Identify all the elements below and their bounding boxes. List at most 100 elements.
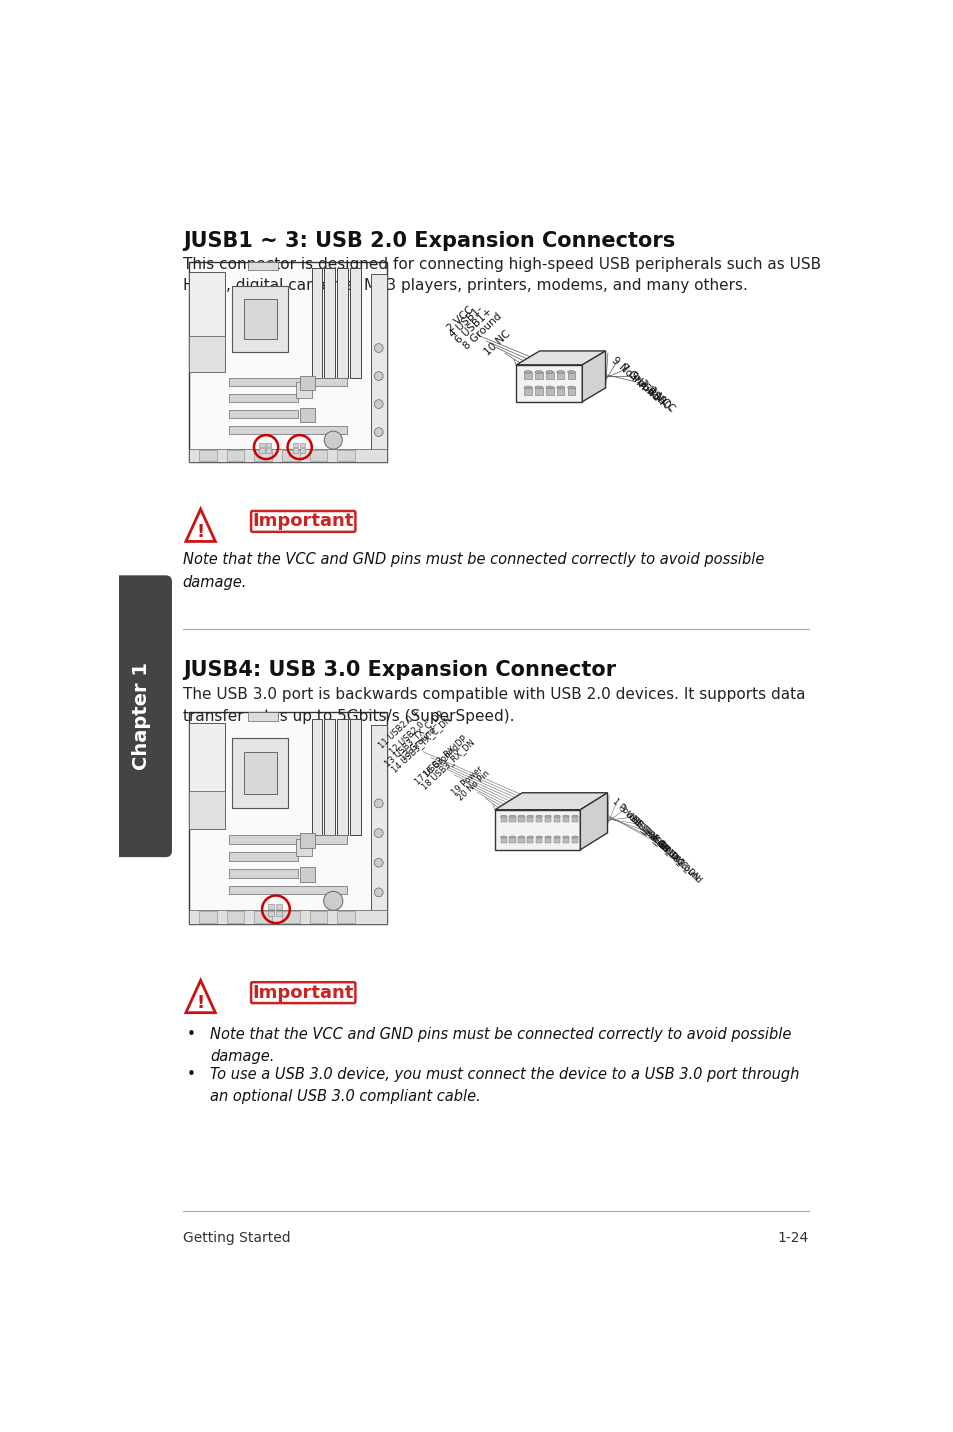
Text: 19 Power: 19 Power <box>449 765 484 798</box>
Bar <box>299 448 304 453</box>
Bar <box>299 866 315 882</box>
Bar <box>562 838 569 843</box>
Bar <box>281 450 299 461</box>
Bar <box>571 816 578 822</box>
Ellipse shape <box>509 836 516 838</box>
Ellipse shape <box>535 371 542 374</box>
Text: 1-24: 1-24 <box>777 1230 808 1244</box>
Text: This connector is designed for connecting high-speed USB peripherals such as USB: This connector is designed for connectin… <box>183 256 821 294</box>
Text: 5 Ground: 5 Ground <box>633 819 668 852</box>
Text: 3 USB0-: 3 USB0- <box>637 378 674 414</box>
Bar <box>567 388 575 395</box>
Polygon shape <box>186 981 215 1012</box>
Bar <box>517 838 524 843</box>
Bar <box>336 450 355 461</box>
Bar <box>544 838 551 843</box>
Bar <box>268 905 274 909</box>
Ellipse shape <box>567 371 575 374</box>
Circle shape <box>374 888 383 896</box>
Text: 13 USB3_TX_C_DP: 13 USB3_TX_C_DP <box>383 709 445 769</box>
Circle shape <box>374 400 383 408</box>
Bar <box>253 911 272 924</box>
Bar <box>189 337 224 372</box>
Bar <box>275 911 281 915</box>
Bar <box>198 450 216 461</box>
Bar <box>229 835 347 843</box>
Text: !: ! <box>196 523 205 541</box>
Polygon shape <box>516 351 605 365</box>
Text: The USB 3.0 port is backwards compatible with USB 2.0 devices. It supports data
: The USB 3.0 port is backwards compatible… <box>183 687 804 723</box>
Ellipse shape <box>544 836 551 838</box>
Ellipse shape <box>527 815 533 818</box>
Text: 10 Ground: 10 Ground <box>664 848 702 885</box>
Bar <box>545 372 553 379</box>
Bar <box>309 911 327 924</box>
Polygon shape <box>579 793 607 849</box>
Bar <box>554 838 559 843</box>
Bar <box>243 299 276 339</box>
Text: Note that the VCC and GND pins must be connected correctly to avoid possible
dam: Note that the VCC and GND pins must be c… <box>210 1027 790 1064</box>
Bar <box>233 737 288 808</box>
Bar <box>275 905 281 909</box>
Bar <box>189 262 386 463</box>
Bar <box>295 382 312 398</box>
Text: 14 USB3_TX_C_DN: 14 USB3_TX_C_DN <box>390 715 453 775</box>
Bar <box>266 442 271 447</box>
Polygon shape <box>516 365 581 402</box>
Bar <box>253 450 272 461</box>
Bar <box>523 388 532 395</box>
Bar <box>229 410 297 418</box>
Text: 7 Ground: 7 Ground <box>618 362 660 402</box>
Text: 12 USB2.0 -: 12 USB2.0 - <box>388 716 430 756</box>
Polygon shape <box>495 793 607 809</box>
Text: To use a USB 3.0 device, you must connect the device to a USB 3.0 port through
a: To use a USB 3.0 device, you must connec… <box>210 1067 799 1104</box>
Bar <box>312 268 322 378</box>
Bar <box>562 816 569 822</box>
Text: Important: Important <box>253 513 354 530</box>
Bar <box>229 852 297 861</box>
Bar <box>299 833 315 848</box>
Bar <box>536 838 542 843</box>
Ellipse shape <box>535 387 542 390</box>
Text: JUSB1 ~ 3: USB 2.0 Expansion Connectors: JUSB1 ~ 3: USB 2.0 Expansion Connectors <box>183 231 675 251</box>
Text: 5 USB0+: 5 USB0+ <box>627 371 668 410</box>
Bar <box>189 450 386 463</box>
Ellipse shape <box>523 371 532 374</box>
Bar <box>189 790 224 829</box>
Bar <box>557 372 564 379</box>
Bar <box>567 372 575 379</box>
Bar <box>500 816 506 822</box>
Circle shape <box>374 372 383 381</box>
Text: •: • <box>187 1027 195 1041</box>
Bar <box>371 725 386 911</box>
Bar <box>293 442 297 447</box>
Text: 16 Ground: 16 Ground <box>422 743 460 780</box>
Bar <box>248 712 277 720</box>
Text: Getting Started: Getting Started <box>183 1230 290 1244</box>
Text: 1 VCC: 1 VCC <box>646 385 676 414</box>
Bar <box>226 911 244 924</box>
Bar <box>259 442 264 447</box>
Bar <box>281 911 299 924</box>
Bar <box>226 450 244 461</box>
Bar <box>350 268 360 378</box>
Bar <box>198 911 216 924</box>
Bar <box>527 816 533 822</box>
Text: JUSB4: USB 3.0 Expansion Connector: JUSB4: USB 3.0 Expansion Connector <box>183 660 616 680</box>
Circle shape <box>374 829 383 838</box>
Bar <box>324 719 335 835</box>
Text: 9 No Pin: 9 No Pin <box>609 355 647 391</box>
Bar <box>336 719 348 835</box>
Polygon shape <box>581 351 605 402</box>
Text: 6 USB1+: 6 USB1+ <box>453 306 494 345</box>
Bar <box>229 378 347 387</box>
Text: 13 Ground: 13 Ground <box>398 726 437 762</box>
Circle shape <box>374 799 383 808</box>
Bar <box>509 816 516 822</box>
Bar <box>229 427 347 434</box>
Text: !: ! <box>196 994 205 1012</box>
Ellipse shape <box>554 815 559 818</box>
Ellipse shape <box>562 815 569 818</box>
Bar <box>259 448 264 453</box>
Ellipse shape <box>517 815 524 818</box>
